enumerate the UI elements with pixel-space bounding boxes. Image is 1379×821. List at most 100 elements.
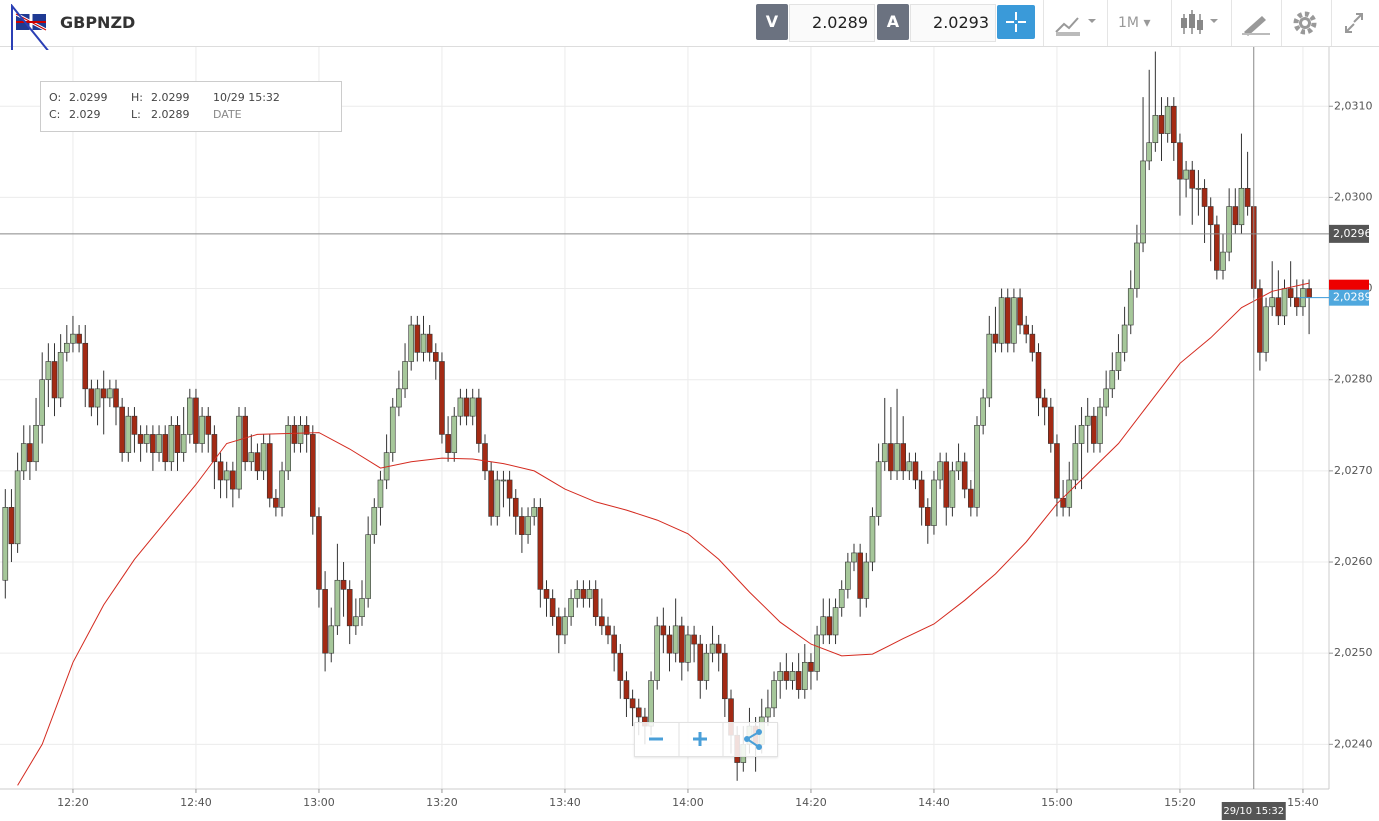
- candle-body: [1220, 251, 1226, 271]
- candle-body: [291, 424, 298, 444]
- share[interactable]: [744, 729, 762, 750]
- candle-body: [1195, 187, 1202, 190]
- candle-body: [924, 507, 931, 526]
- candle-body: [377, 479, 384, 508]
- fullscreen-button[interactable]: [1331, 0, 1379, 46]
- draw-button[interactable]: [1231, 0, 1282, 46]
- candle-button[interactable]: [1171, 0, 1232, 46]
- candle-body: [900, 443, 907, 472]
- candle-body: [1035, 352, 1042, 399]
- candle-body: [1287, 288, 1294, 298]
- candle-body: [1029, 333, 1036, 353]
- candle-body: [623, 680, 630, 700]
- candle-body: [33, 424, 39, 463]
- candle-body: [113, 388, 119, 408]
- candle-body: [309, 434, 316, 517]
- y-tick-label: 2,0310: [1334, 99, 1373, 112]
- candle-body: [961, 461, 968, 490]
- candle-body: [27, 443, 33, 463]
- candle-body: [445, 434, 451, 453]
- candle-body: [1103, 388, 1109, 408]
- candle-body: [586, 589, 593, 599]
- x-tick-label: 15:40: [1287, 796, 1319, 809]
- candle-body: [322, 589, 328, 654]
- candle-body: [605, 625, 611, 636]
- candle-body: [500, 479, 507, 482]
- candle-body: [845, 561, 851, 590]
- buy-price[interactable]: 2.0293: [910, 4, 996, 42]
- candle-body: [353, 616, 359, 627]
- candle-body: [359, 598, 365, 618]
- candle-body: [943, 461, 950, 508]
- sell-price[interactable]: 2.0289: [789, 4, 875, 42]
- x-tick-label: 13:40: [549, 796, 581, 809]
- candle-body: [826, 616, 833, 636]
- candle-body: [1017, 297, 1023, 326]
- y-tick-label: 2,0270: [1334, 464, 1373, 477]
- candle-body: [254, 452, 261, 472]
- candle-body: [1269, 297, 1275, 308]
- candle-body: [549, 598, 556, 618]
- candle-body: [476, 397, 482, 444]
- crosshair-price: 2,0296: [1333, 227, 1372, 240]
- candle-body: [51, 361, 58, 399]
- sell-label[interactable]: V: [756, 4, 788, 40]
- last-price: 2,0289: [1333, 291, 1372, 304]
- candle-body: [1207, 206, 1214, 226]
- candle-body: [20, 443, 27, 472]
- candle-body: [371, 507, 378, 535]
- candle-body: [543, 589, 550, 599]
- zoom-in[interactable]: [693, 732, 707, 746]
- candle-body: [512, 497, 519, 517]
- candle-body: [420, 333, 427, 353]
- candle-body: [193, 397, 199, 444]
- timeframe-button[interactable]: 1M ▾: [1107, 0, 1172, 46]
- zoom-controls: [634, 722, 778, 757]
- candle-body: [506, 479, 513, 499]
- candle-body: [14, 470, 21, 545]
- candle-body: [1041, 397, 1048, 408]
- candle-body: [1158, 115, 1165, 134]
- candle-body: [279, 470, 285, 508]
- candle-body: [968, 488, 974, 508]
- candle-body: [568, 598, 574, 618]
- info-box: O: 2.0299 H: 2.0299 10/29 15:32 C: 2.029…: [40, 81, 342, 132]
- candle-body: [992, 333, 999, 344]
- candle-body: [1140, 160, 1146, 244]
- candle-body: [697, 643, 704, 681]
- candle-body: [974, 424, 980, 508]
- candle-body: [273, 497, 279, 508]
- settings-button[interactable]: [1281, 0, 1332, 46]
- candle-body: [660, 625, 667, 636]
- candle-body: [389, 406, 396, 453]
- candle-body: [678, 625, 685, 663]
- candle-body: [1127, 288, 1134, 326]
- candle-body: [672, 625, 679, 654]
- candle-body: [1054, 443, 1060, 499]
- candle-body: [1134, 242, 1140, 289]
- candle-body: [211, 434, 218, 463]
- candle-body: [820, 616, 827, 636]
- candle-body: [143, 434, 150, 444]
- candle-body: [457, 397, 464, 417]
- price-label-bg: [1329, 224, 1369, 243]
- candle-body: [494, 479, 501, 517]
- buy-label[interactable]: A: [877, 4, 909, 40]
- header: GBPNZD V 2.0289 A 2.0293 1M ▾: [0, 0, 1379, 50]
- chart-type-button[interactable]: [1043, 0, 1108, 46]
- candle-body: [765, 707, 771, 718]
- candle-body: [777, 671, 784, 681]
- candle-body: [795, 671, 802, 690]
- candle-body: [346, 589, 353, 627]
- candle-body: [119, 406, 125, 453]
- candle-body: [174, 424, 181, 453]
- candle-body: [248, 452, 255, 463]
- candle-body: [57, 352, 64, 399]
- candle-body: [599, 616, 605, 627]
- candle-body: [955, 461, 962, 472]
- candle-body: [107, 388, 113, 399]
- low-label: L:: [131, 108, 141, 121]
- candle-body: [1183, 169, 1189, 180]
- candle-body: [1023, 324, 1030, 335]
- crosshair-button[interactable]: [997, 5, 1035, 39]
